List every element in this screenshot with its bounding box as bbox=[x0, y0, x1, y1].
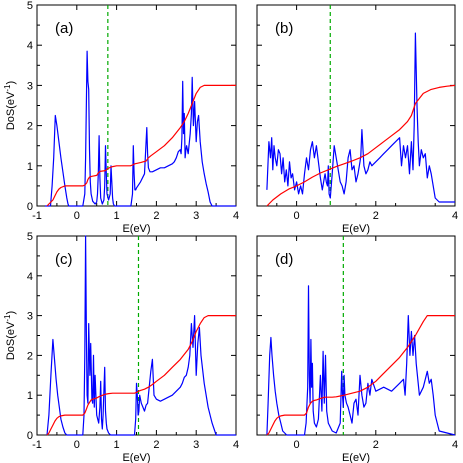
dos-curve bbox=[45, 50, 236, 207]
x-axis-label: E(eV) bbox=[342, 223, 370, 235]
x-tick-label: 0 bbox=[74, 210, 80, 222]
x-tick-label: -1 bbox=[32, 210, 42, 222]
x-tick-label: 3 bbox=[193, 439, 199, 451]
x-tick-label: 1 bbox=[114, 210, 120, 222]
x-tick-label: 4 bbox=[452, 210, 458, 222]
panel-label: (c) bbox=[55, 251, 73, 268]
y-axis-label-close: ) bbox=[5, 81, 17, 85]
panel-label: (a) bbox=[55, 20, 73, 37]
panel-b: 0 2 4 E(eV) (b) bbox=[256, 4, 458, 235]
x-axis-label: E(eV) bbox=[122, 452, 150, 463]
x-tick-label: 2 bbox=[373, 439, 379, 451]
dos-curve bbox=[46, 235, 236, 436]
y-tick-label: 1 bbox=[27, 390, 33, 402]
integrated-dos-curve bbox=[46, 315, 236, 436]
y-tick-label: 1 bbox=[27, 161, 33, 173]
panel-label: (b) bbox=[275, 20, 293, 37]
y-axis-label-main: DoS(eV bbox=[5, 321, 17, 360]
y-tick-label: 5 bbox=[27, 231, 33, 243]
y-tick-label: 5 bbox=[27, 0, 33, 12]
x-tick-label: 0 bbox=[294, 439, 300, 451]
dos-curve bbox=[266, 285, 456, 436]
integrated-dos-curve bbox=[266, 315, 455, 436]
panel-label: (d) bbox=[275, 251, 293, 268]
dos-curve bbox=[266, 32, 455, 203]
x-tick-label: 3 bbox=[193, 210, 199, 222]
x-axis-label: E(eV) bbox=[342, 452, 370, 463]
y-axis-label-sup: -1 bbox=[3, 314, 12, 322]
y-axis-label: DoS(eV-1) bbox=[3, 311, 17, 360]
y-tick-label: 4 bbox=[27, 271, 33, 283]
y-tick-label: 3 bbox=[27, 80, 33, 92]
x-tick-label: 2 bbox=[153, 210, 159, 222]
x-tick-label: 2 bbox=[373, 210, 379, 222]
y-tick-label: 3 bbox=[27, 311, 33, 323]
x-tick-label: 4 bbox=[233, 210, 239, 222]
x-tick-label: 0 bbox=[74, 439, 80, 451]
y-axis-label-sup: -1 bbox=[3, 84, 12, 92]
x-tick-label: 2 bbox=[153, 439, 159, 451]
y-axis-label-main: DoS(eV bbox=[5, 91, 17, 130]
x-tick-label: 0 bbox=[294, 210, 300, 222]
y-tick-label: 4 bbox=[27, 40, 33, 52]
y-axis-label: DoS(eV-1) bbox=[3, 81, 17, 130]
integrated-dos-curve bbox=[46, 84, 236, 207]
integrated-dos-curve bbox=[266, 84, 456, 207]
x-tick-label: 1 bbox=[114, 439, 120, 451]
x-tick-label: -1 bbox=[32, 439, 42, 451]
y-tick-label: 0 bbox=[27, 430, 33, 442]
panel-d: 0 2 4 E(eV) (d) bbox=[256, 235, 458, 463]
y-tick-label: 0 bbox=[27, 201, 33, 213]
y-tick-label: 2 bbox=[27, 121, 33, 133]
x-tick-label: 4 bbox=[452, 439, 458, 451]
y-axis-label-close: ) bbox=[5, 311, 17, 315]
x-axis-label: E(eV) bbox=[122, 223, 150, 235]
y-tick-label: 2 bbox=[27, 350, 33, 362]
x-tick-label: 4 bbox=[233, 439, 239, 451]
